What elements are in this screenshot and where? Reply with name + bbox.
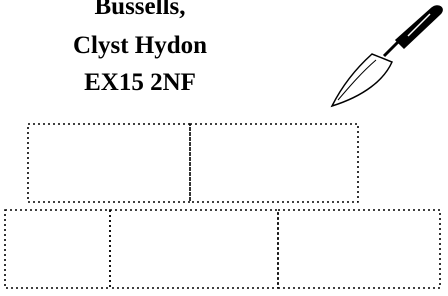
address-line: Bussells, (94, 0, 185, 20)
address-line: EX15 2NF (84, 69, 196, 96)
trowel (332, 6, 442, 106)
address-line: Clyst Hydon (73, 32, 207, 59)
logo: Bussells, Clyst Hydon EX15 2NF (0, 0, 448, 296)
brick (28, 124, 190, 202)
brick (190, 124, 358, 202)
brick (5, 210, 110, 288)
brick (110, 210, 278, 288)
brick (278, 210, 440, 288)
bricks (5, 124, 440, 288)
